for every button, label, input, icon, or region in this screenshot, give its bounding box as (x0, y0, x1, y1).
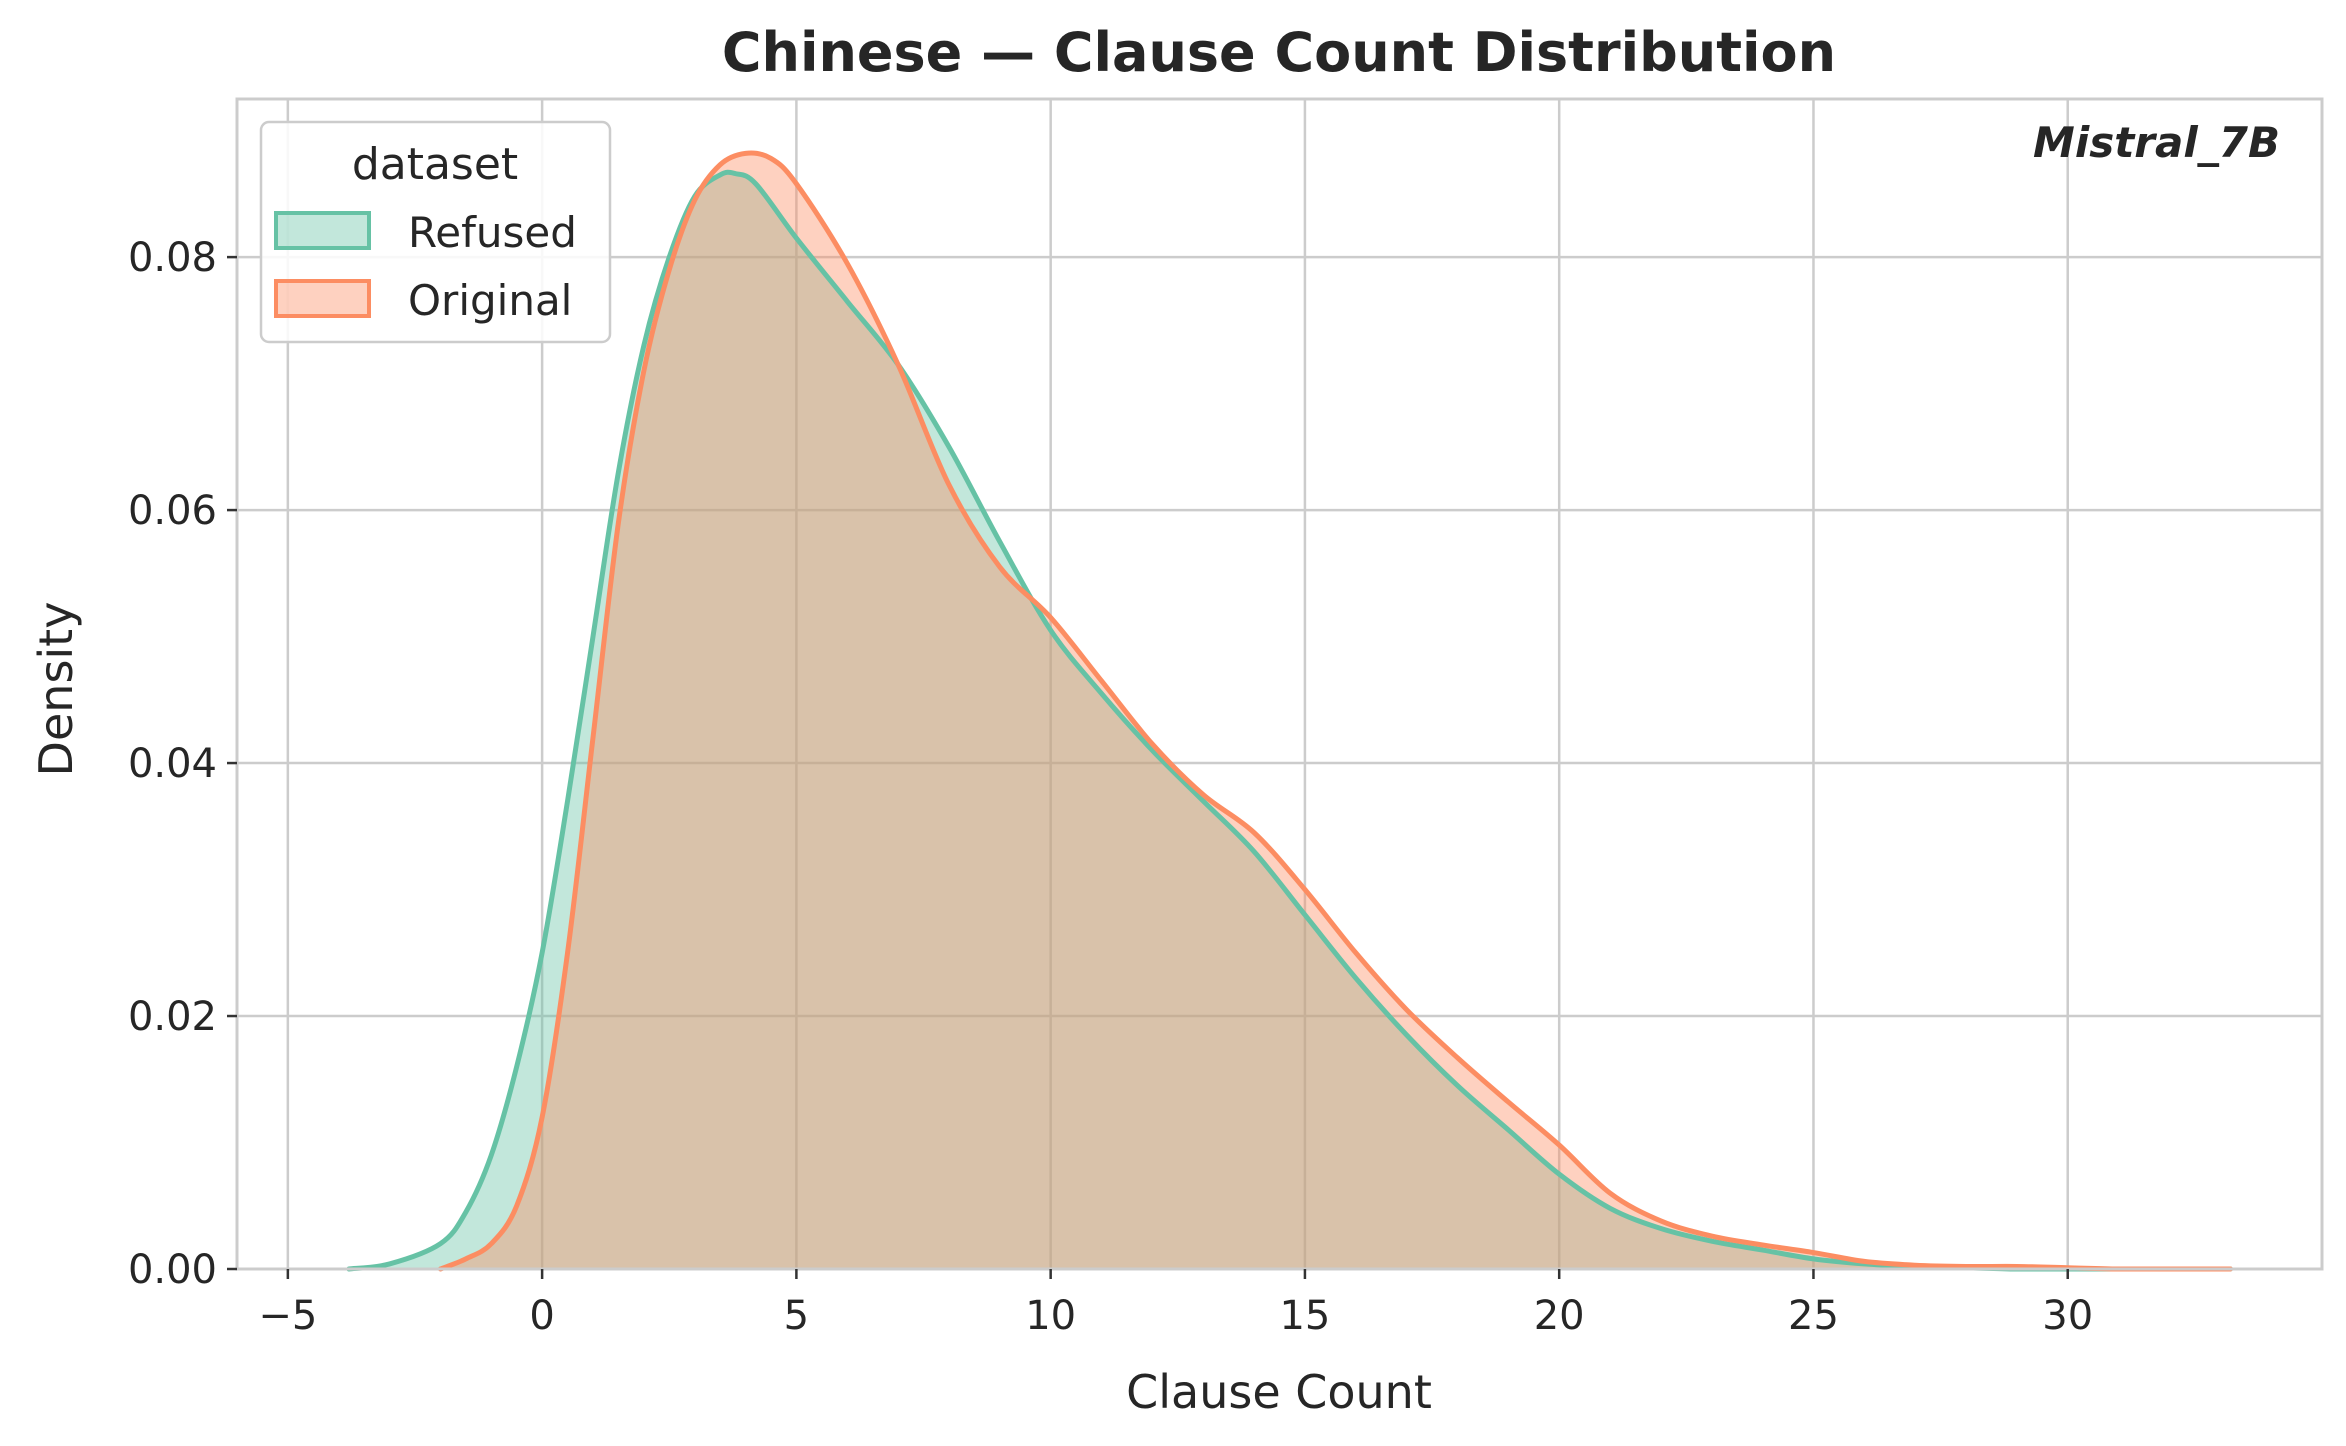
x-tick-label: 15 (1279, 1293, 1330, 1339)
x-tick-label: 25 (1788, 1293, 1839, 1339)
density-lines (346, 150, 2233, 1272)
x-tick-label: −5 (258, 1293, 317, 1339)
x-axis-label: Clause Count (1126, 1365, 1432, 1419)
legend-swatch-original (274, 279, 371, 318)
legend-swatch-refused (274, 211, 371, 250)
legend-label-original: Original (408, 276, 572, 325)
density-area-original (440, 153, 2231, 1269)
density-areas (348, 153, 2231, 1269)
density-line-refused (346, 169, 2233, 1272)
x-tick-label: 10 (1025, 1293, 1076, 1339)
y-tick-label: 0.02 (128, 994, 217, 1040)
legend-title: dataset (352, 139, 518, 190)
y-axis-ticks: 0.00 0.02 0.04 0.06 0.08 (128, 235, 237, 1293)
y-axis-label: Density (29, 602, 83, 777)
legend: dataset Refused Original (259, 120, 612, 344)
density-line-original (437, 150, 2233, 1272)
legend-label-refused: Refused (408, 208, 577, 257)
x-tick-label: 30 (2042, 1293, 2093, 1339)
y-tick-label: 0.04 (128, 741, 217, 787)
y-tick-label: 0.00 (128, 1247, 217, 1293)
plot-frame (235, 97, 2324, 1271)
x-tick-label: 0 (529, 1293, 554, 1339)
chart-title: Chinese — Clause Count Distribution (722, 21, 1836, 84)
x-tick-label: 5 (784, 1293, 809, 1339)
legend-box (259, 120, 612, 344)
y-tick-label: 0.06 (128, 488, 217, 534)
y-tick-label: 0.08 (128, 235, 217, 281)
x-axis-ticks: −5 0 5 10 15 20 25 30 (258, 1269, 2093, 1339)
density-area-refused (348, 172, 2231, 1269)
model-annotation: Mistral_7B (2033, 118, 2280, 167)
x-tick-label: 20 (1534, 1293, 1585, 1339)
